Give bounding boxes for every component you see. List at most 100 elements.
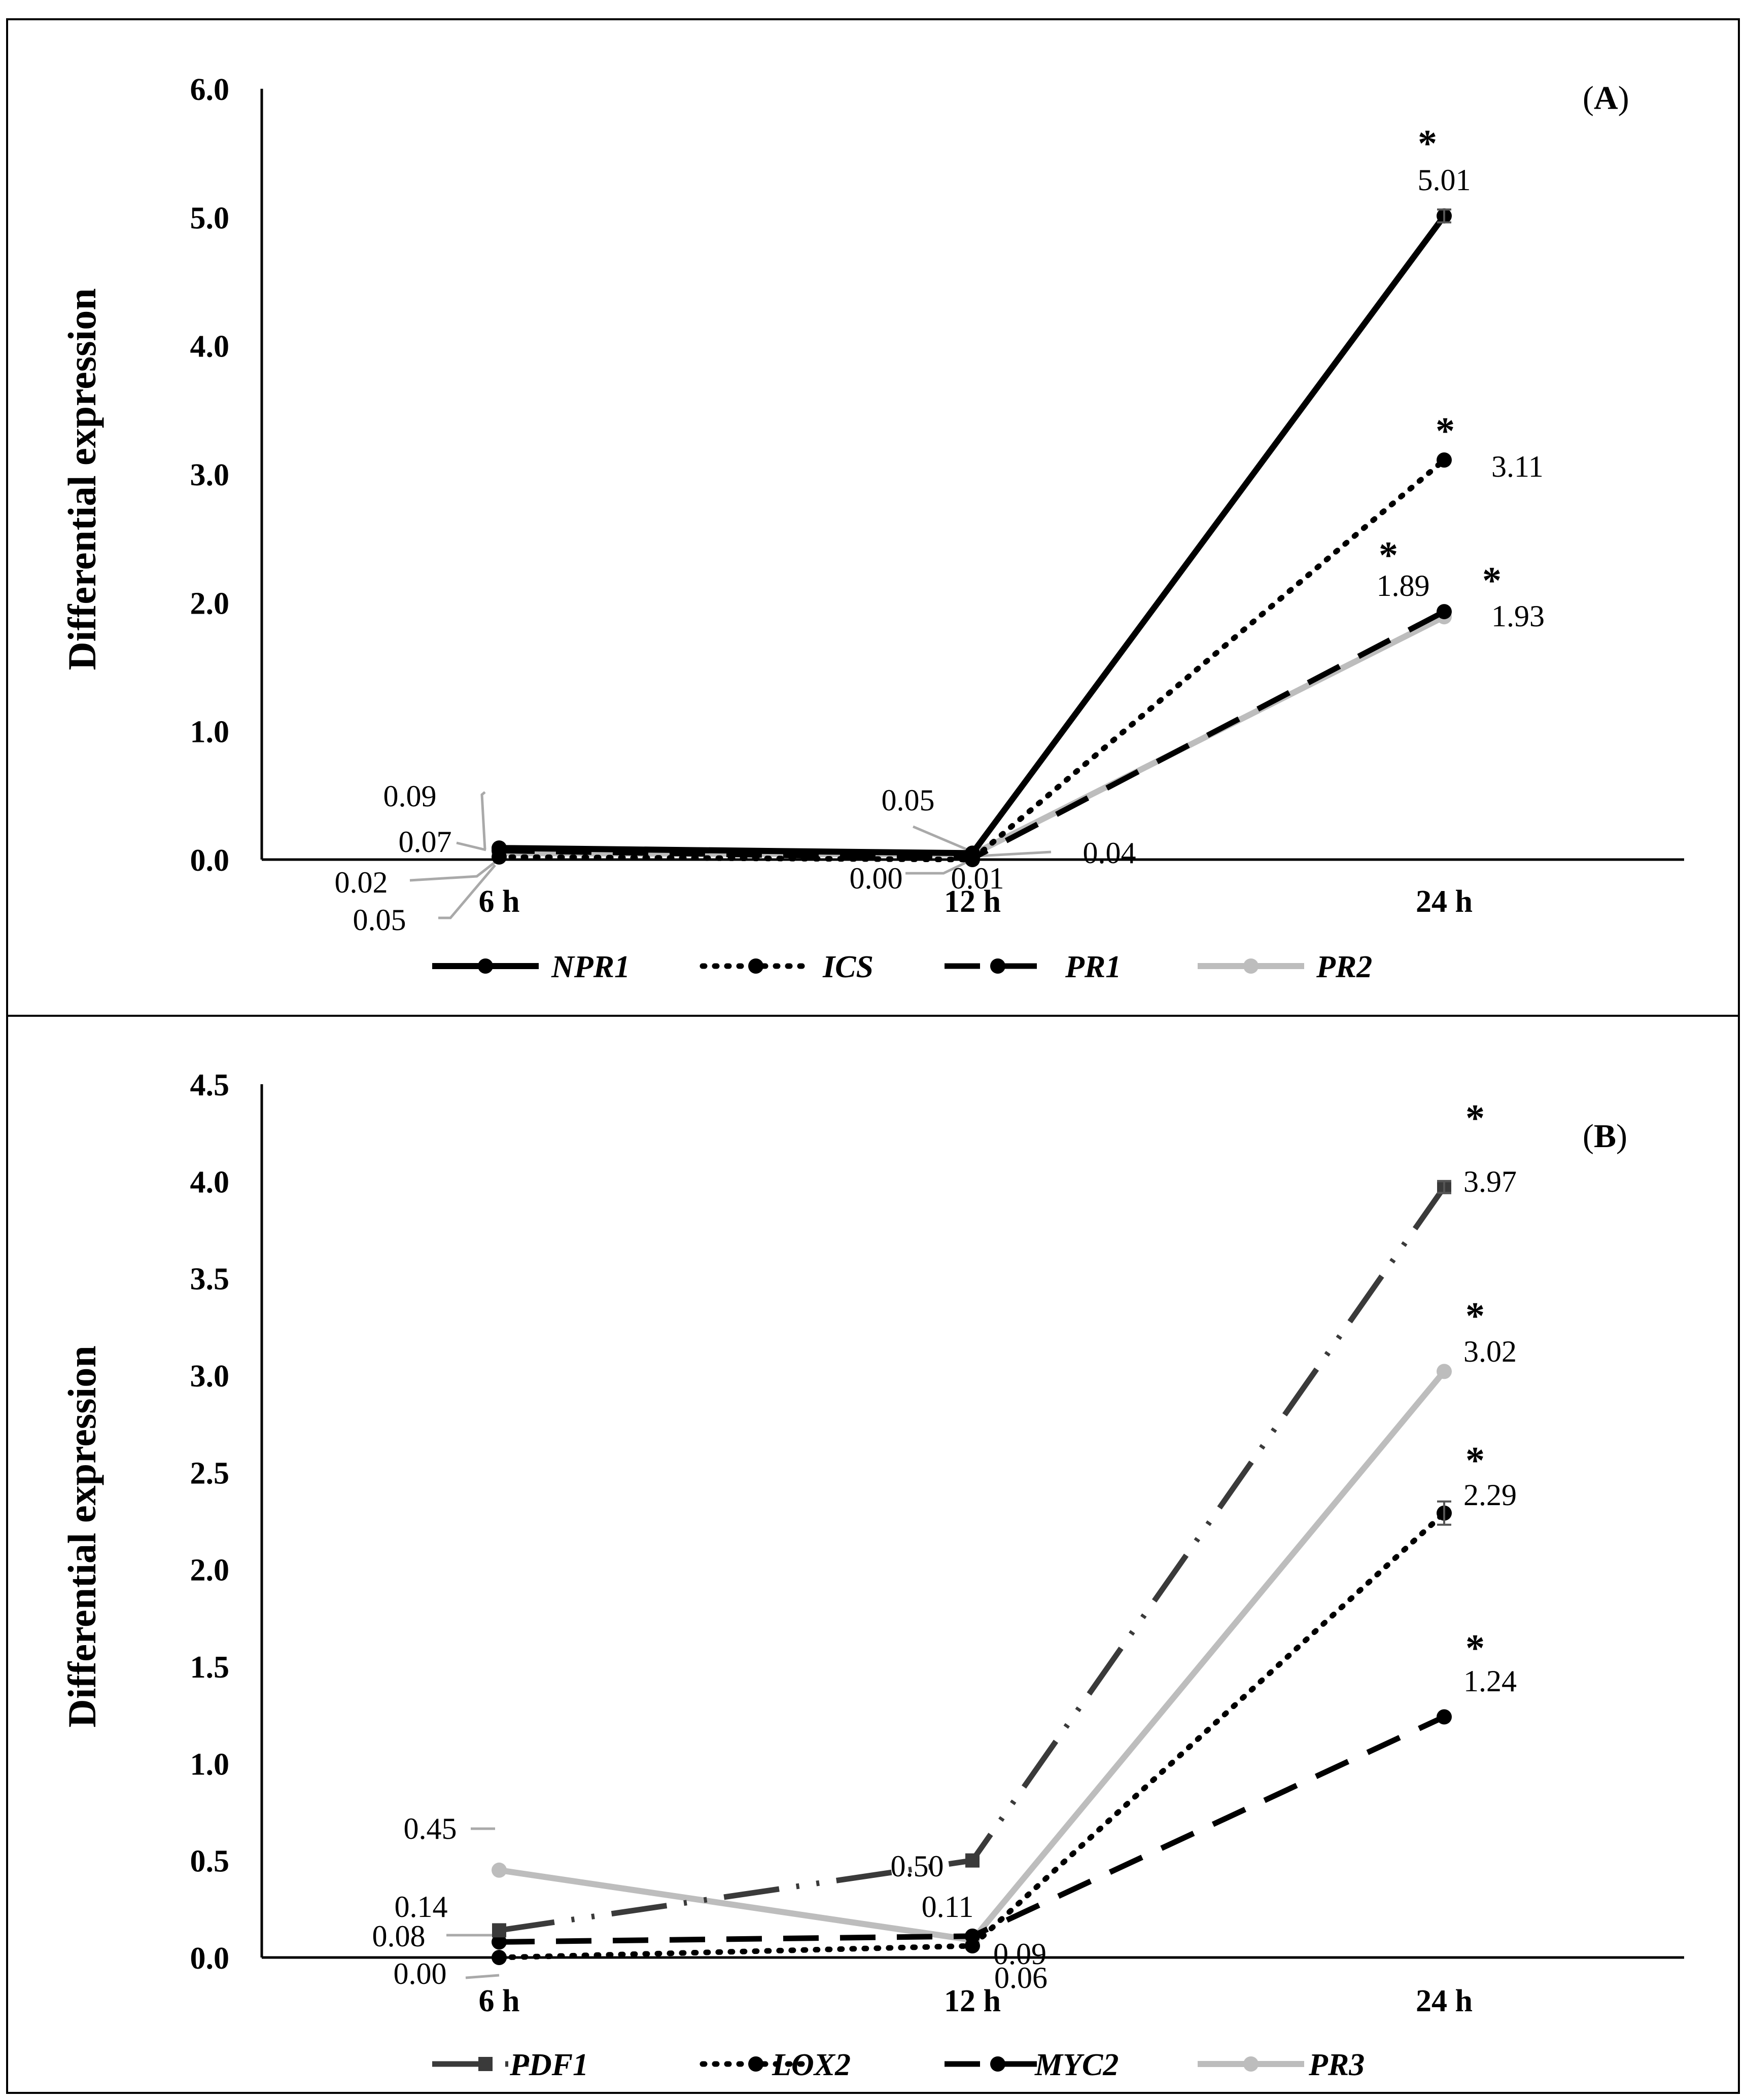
y-tick-label: 1.0 [190,715,230,750]
leader-line-pr2 [977,850,1052,858]
y-tick-label: 2.5 [190,1456,230,1490]
data-label-ics: 0.02 [335,866,388,899]
y-tick-label: 2.0 [190,1553,230,1588]
y-axis-label-b: Differential expression [60,1345,104,1727]
marker-myc2 [492,1934,507,1950]
marker-myc2 [1437,1709,1452,1725]
significance-star-pr1: * [1379,534,1398,577]
leader-line-npr1 [913,825,967,851]
data-label-pr1: 0.01 [951,862,1004,895]
significance-star-npr1: * [1418,122,1437,165]
data-label-ics: 3.11 [1491,450,1544,483]
data-label-myc2: 0.08 [372,1919,426,1953]
y-tick-label: 6.0 [190,73,230,107]
panel-b-frame [6,1015,1740,2094]
leader-line-ics [905,861,968,875]
legend-label-npr1: NPR1 [551,950,630,984]
significance-star-pr2: * [1482,559,1501,602]
data-labels-a: 0.09 0.055.01*0.02 0.003.11*0.070.011.93*0… [335,122,1545,937]
data-label-lox2: 0.06 [994,1961,1047,1995]
x-tick-label-24-h: 24 h [1416,884,1473,919]
legend-label-pr1: PR1 [1065,950,1121,984]
marker-pdf1 [492,1923,506,1938]
legend-marker-pr2 [1243,958,1259,974]
legend-b: PDF1 LOX2 MYC2 PR3 [432,2048,1365,2082]
y-tick-label: 0.0 [190,1941,230,1976]
legend-marker-npr1 [478,958,493,974]
data-label-npr1: 0.05 [882,784,935,817]
legend-label-pr2: PR2 [1316,950,1372,984]
marker-pr3 [1437,1364,1452,1379]
legend-marker-pr3 [1243,2056,1259,2072]
leader-line-pr1 [456,841,486,851]
significance-star-ics: * [1436,410,1455,452]
data-label-lox2: 0.00 [394,1957,447,1990]
leader-lines-a [409,791,1052,919]
y-tick-label: 0.0 [190,843,230,878]
legend-marker-ics [748,958,763,974]
leader-line-ics [409,861,496,882]
significance-star-pdf1: * [1465,1097,1485,1140]
legend-marker-pr1 [990,958,1005,974]
x-tick-label-6-h: 6 h [479,1984,520,2018]
panel-a: Differential expression (A) 0.0 1.0 2.0 3.0… [6,18,1740,1017]
y-tick-label: 4.0 [190,330,230,364]
leader-line-lox2 [465,1974,500,1979]
legend-marker-lox2 [748,2056,763,2072]
legend-label-lox2: LOX2 [772,2048,851,2082]
x-ticks-b: 6 h 12 h 24 h [479,1984,1473,2018]
marker-lox2 [965,1938,980,1954]
data-label-pdf1: 0.50 [891,1849,944,1883]
leader-lines-b [446,1827,500,1979]
marker-lox2 [492,1950,507,1965]
x-tick-label-6-h: 6 h [479,884,520,919]
x-ticks-a: 6 h 12 h 24 h [479,884,1473,919]
marker-pr3 [492,1862,507,1878]
y-tick-label: 3.0 [190,458,230,492]
panel-b: Differential expression (B) 0.0 0.5 1.0 1.5… [6,1015,1740,2094]
data-label-npr1: 0.09 [383,779,437,813]
data-label-ics: 0.00 [850,862,903,895]
data-label-pr2: 0.04 [1083,836,1136,870]
panel-label-a: (A) [1583,80,1629,117]
x-tick-label-12-h: 12 h [944,1984,1001,2018]
marker-npr1 [965,845,980,861]
y-tick-label: 5.0 [190,201,230,235]
data-label-pr1: 1.93 [1491,599,1545,633]
data-label-myc2: 1.24 [1463,1664,1517,1698]
legend-label-myc2: MYC2 [1034,2048,1119,2082]
y-ticks-b: 0.0 0.5 1.0 1.5 2.0 2.5 3.0 3.5 4.0 4.5 [190,1068,230,1976]
y-tick-label: 0.5 [190,1844,230,1879]
data-labels-b: 0.140.503.97*0.00 0.062.29*0.080.111.24*0… [372,1097,1517,1995]
legend-label-ics: ICS [822,950,874,984]
legend-label-pdf1: PDF1 [509,2048,588,2082]
y-tick-label: 4.0 [190,1165,230,1199]
significance-star-pr3: * [1465,1627,1485,1669]
legend-label-pr3: PR3 [1308,2048,1365,2082]
y-tick-label: 2.0 [190,586,230,621]
marker-ics [1437,452,1452,468]
significance-star-myc2: * [1465,1439,1485,1482]
y-tick-label: 1.5 [190,1650,230,1685]
data-label-pr1: 0.07 [399,825,452,859]
panel-label-b: (B) [1583,1118,1627,1155]
y-tick-label: 1.0 [190,1747,230,1782]
marker-npr1 [492,840,507,856]
data-label-pr2: 0.05 [353,903,406,937]
data-label-pr2: 1.89 [1377,569,1430,602]
data-label-lox2: 2.29 [1463,1478,1517,1512]
significance-star-lox2: * [1465,1295,1485,1337]
y-tick-label: 3.5 [190,1262,230,1297]
x-tick-label-24-h: 24 h [1416,1984,1473,2018]
legend-a: NPR1 ICS PR1 PR2 [432,950,1372,984]
y-tick-label: 4.5 [190,1068,230,1102]
data-label-pdf1: 0.14 [395,1890,448,1924]
x-tick-label-12-h: 12 h [944,884,1001,919]
series-a [492,208,1452,867]
data-label-myc2: 0.11 [922,1890,974,1924]
y-tick-label: 3.0 [190,1359,230,1394]
y-axis-label-a: Differential expression [60,288,104,670]
leader-line-pr2 [438,864,496,919]
marker-pr1 [1437,604,1452,620]
